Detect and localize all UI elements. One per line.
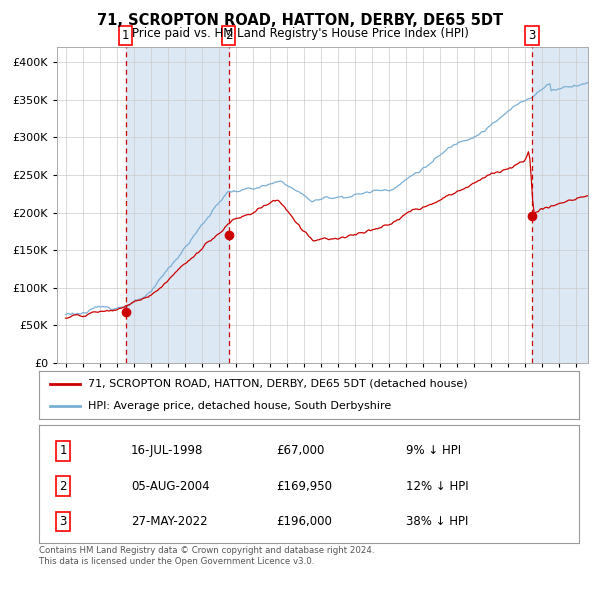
Text: Price paid vs. HM Land Registry's House Price Index (HPI): Price paid vs. HM Land Registry's House … bbox=[131, 27, 469, 40]
Text: 3: 3 bbox=[59, 515, 67, 528]
Text: 38% ↓ HPI: 38% ↓ HPI bbox=[406, 515, 469, 528]
Text: 12% ↓ HPI: 12% ↓ HPI bbox=[406, 480, 469, 493]
Text: 3: 3 bbox=[529, 29, 536, 42]
Text: 71, SCROPTON ROAD, HATTON, DERBY, DE65 5DT (detached house): 71, SCROPTON ROAD, HATTON, DERBY, DE65 5… bbox=[88, 379, 467, 389]
Text: 27-MAY-2022: 27-MAY-2022 bbox=[131, 515, 208, 528]
Text: 2: 2 bbox=[59, 480, 67, 493]
Text: 2: 2 bbox=[225, 29, 232, 42]
Text: £67,000: £67,000 bbox=[277, 444, 325, 457]
Text: £169,950: £169,950 bbox=[277, 480, 332, 493]
Text: HPI: Average price, detached house, South Derbyshire: HPI: Average price, detached house, Sout… bbox=[88, 401, 391, 411]
Text: 16-JUL-1998: 16-JUL-1998 bbox=[131, 444, 203, 457]
Text: Contains HM Land Registry data © Crown copyright and database right 2024.
This d: Contains HM Land Registry data © Crown c… bbox=[39, 546, 374, 566]
Text: 1: 1 bbox=[122, 29, 130, 42]
Bar bbox=[126, 47, 229, 363]
Text: £196,000: £196,000 bbox=[277, 515, 332, 528]
Bar bbox=[532, 47, 588, 363]
Text: 05-AUG-2004: 05-AUG-2004 bbox=[131, 480, 209, 493]
Text: 1: 1 bbox=[59, 444, 67, 457]
Text: 71, SCROPTON ROAD, HATTON, DERBY, DE65 5DT: 71, SCROPTON ROAD, HATTON, DERBY, DE65 5… bbox=[97, 13, 503, 28]
Text: 9% ↓ HPI: 9% ↓ HPI bbox=[406, 444, 461, 457]
